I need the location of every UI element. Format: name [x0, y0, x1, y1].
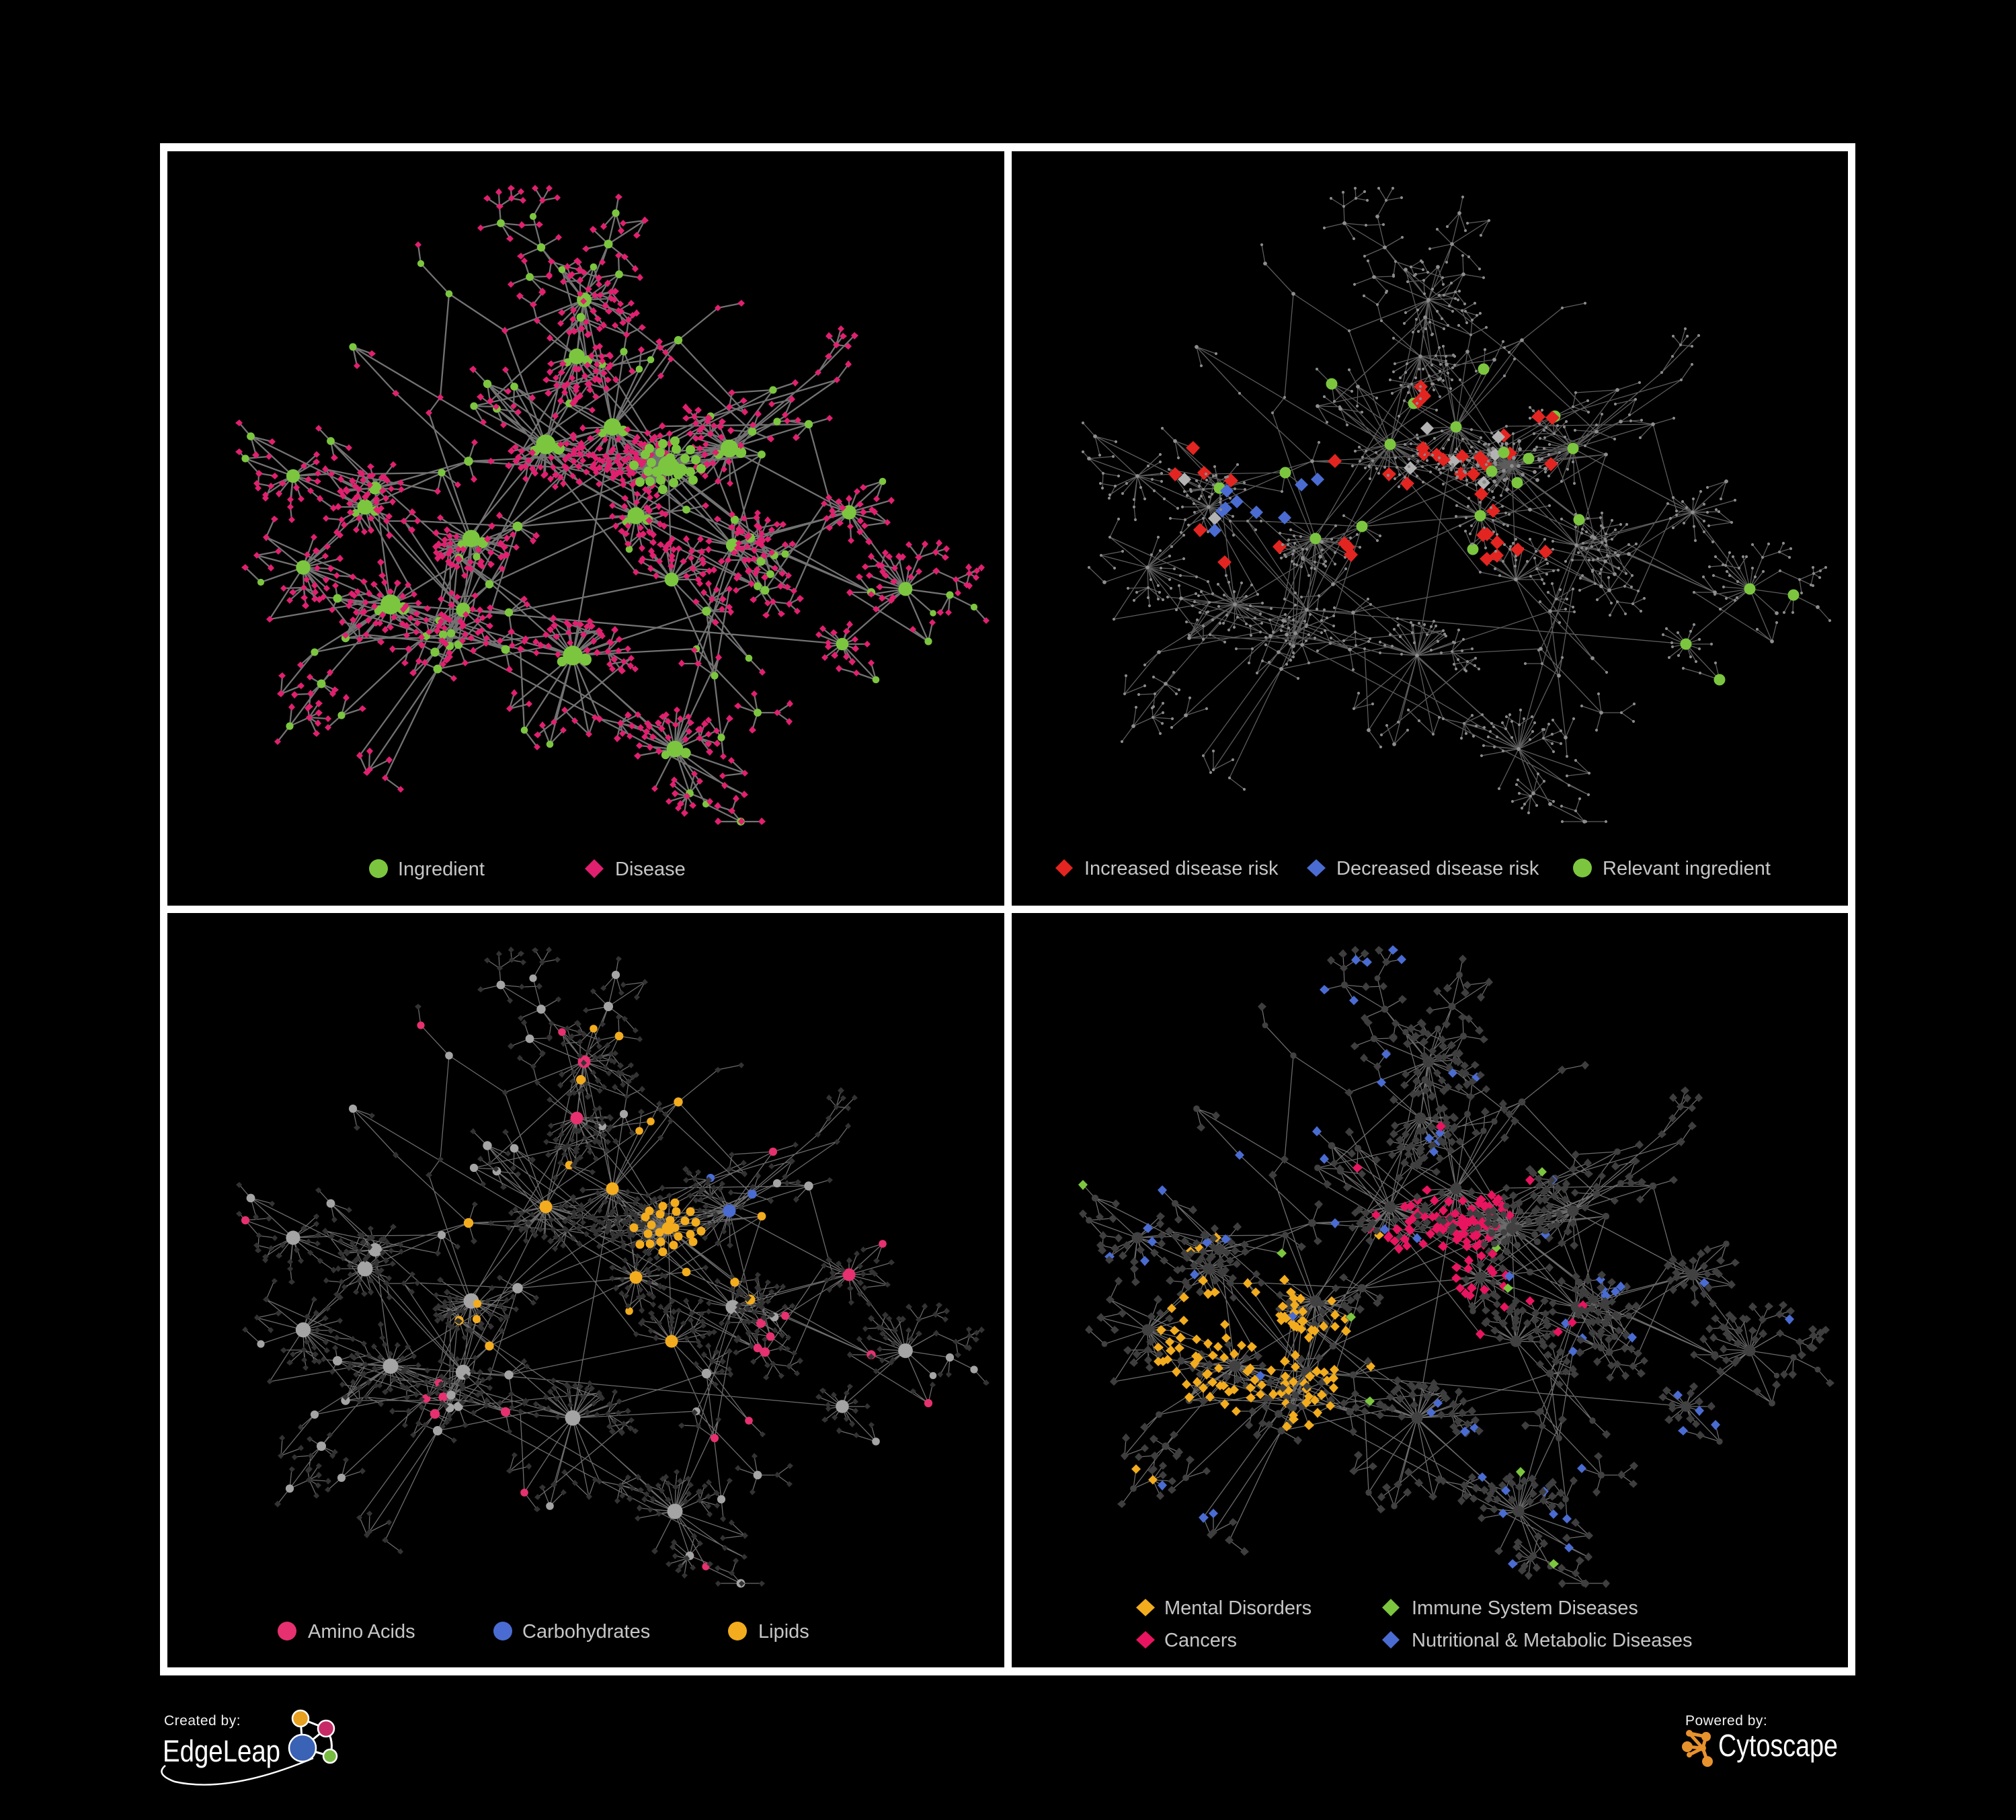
svg-text:Ingredient: Ingredient [398, 859, 485, 880]
svg-text:Amino Acids: Amino Acids [308, 1621, 415, 1643]
svg-text:EdgeLeap: EdgeLeap [163, 1734, 280, 1768]
svg-text:Disease: Disease [615, 859, 686, 880]
svg-text:Nutritional & Metabolic Diseas: Nutritional & Metabolic Diseases [1412, 1630, 1692, 1651]
svg-text:Lipids: Lipids [758, 1621, 809, 1643]
svg-text:Increased disease risk: Increased disease risk [1084, 858, 1279, 879]
svg-text:Cancers: Cancers [1164, 1630, 1237, 1651]
svg-text:Decreased disease risk: Decreased disease risk [1336, 858, 1539, 879]
svg-text:Immune System Diseases: Immune System Diseases [1412, 1597, 1638, 1619]
svg-text:Cytoscape: Cytoscape [1718, 1728, 1838, 1763]
svg-text:Relevant ingredient: Relevant ingredient [1603, 858, 1771, 879]
svg-text:Created by:: Created by: [164, 1713, 241, 1729]
svg-text:Mental Disorders: Mental Disorders [1164, 1597, 1312, 1619]
svg-text:Powered by:: Powered by: [1685, 1713, 1767, 1729]
svg-text:Carbohydrates: Carbohydrates [522, 1621, 650, 1643]
